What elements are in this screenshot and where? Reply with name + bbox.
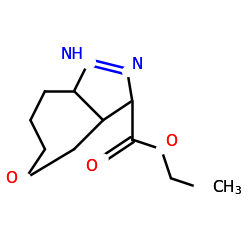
Text: O: O [85,159,97,174]
Circle shape [21,174,30,183]
Text: CH$_3$: CH$_3$ [212,179,242,197]
Text: N: N [131,57,143,72]
Text: NH: NH [60,47,83,62]
Text: NH: NH [60,47,83,62]
Circle shape [98,154,108,164]
Text: O: O [165,134,177,150]
Text: CH$_3$: CH$_3$ [212,179,242,197]
Circle shape [156,144,166,154]
Circle shape [194,182,206,194]
Text: N: N [131,57,143,72]
Circle shape [82,55,96,69]
Text: O: O [5,171,17,186]
Text: O: O [5,171,17,186]
Text: O: O [165,134,177,150]
Circle shape [122,67,132,76]
Text: O: O [85,159,97,174]
